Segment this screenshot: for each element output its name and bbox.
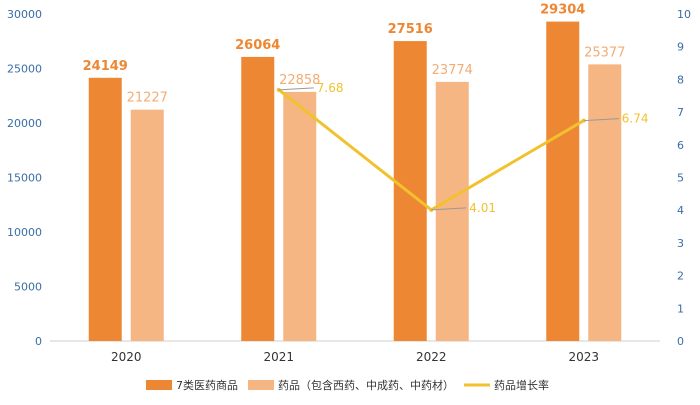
bar-value-label: 25377	[584, 45, 625, 60]
growth-line-path	[277, 88, 585, 212]
growth-label-leader	[431, 207, 467, 211]
legend-swatch	[146, 380, 172, 390]
legend-label: 药品（包含西药、中成药、中药材）	[278, 378, 454, 392]
bar-value-label: 21227	[127, 91, 168, 106]
bar	[88, 77, 122, 341]
bar-value-label: 29304	[540, 3, 585, 18]
right-tick-label: 10	[677, 8, 691, 21]
bar	[393, 41, 427, 342]
bar-value-label: 23774	[432, 63, 473, 78]
growth-value-label: 7.68	[317, 81, 344, 95]
right-tick-label: 0	[677, 335, 684, 348]
bar	[241, 56, 275, 341]
left-tick-label: 15000	[7, 172, 42, 185]
bar	[588, 64, 622, 342]
right-tick-label: 5	[677, 172, 684, 185]
legend-label: 药品增长率	[494, 378, 549, 392]
bar-value-label: 22858	[279, 73, 320, 88]
right-tick-label: 1	[677, 302, 684, 315]
bar	[130, 109, 164, 341]
x-tick-label: 2021	[263, 350, 294, 364]
x-tick-label: 2022	[416, 350, 447, 364]
bar-value-label: 27516	[388, 22, 433, 37]
axes: 0 5000 10000 15000 20000 25000 30000 0 1 2 3 4 5 6 7 8 9…	[7, 8, 691, 364]
right-tick-label: 3	[677, 237, 684, 250]
growth-line	[276, 87, 619, 212]
left-tick-label: 0	[35, 335, 42, 348]
x-tick-label: 2020	[111, 350, 142, 364]
left-tick-label: 5000	[14, 281, 42, 294]
growth-value-label: 6.74	[622, 112, 649, 126]
legend-swatch	[248, 380, 274, 390]
right-tick-label: 9	[677, 41, 684, 54]
right-tick-label: 6	[677, 139, 684, 152]
growth-label-leader	[278, 87, 314, 91]
right-tick-label: 2	[677, 270, 684, 283]
right-tick-label: 7	[677, 106, 684, 119]
legend-label: 7类医药商品	[176, 378, 238, 392]
legend: 7类医药商品 药品（包含西药、中成药、中药材） 药品增长率	[146, 378, 549, 392]
growth-label-leader	[583, 118, 619, 122]
bar-value-label: 26064	[235, 38, 280, 53]
growth-value-label: 4.01	[469, 201, 496, 215]
bar-value-label: 24149	[83, 59, 128, 74]
right-tick-label: 8	[677, 73, 684, 86]
left-tick-label: 25000	[7, 63, 42, 76]
right-tick-label: 4	[677, 204, 684, 217]
bar	[283, 91, 317, 341]
left-tick-label: 30000	[7, 8, 42, 21]
left-tick-label: 20000	[7, 117, 42, 130]
bars	[88, 21, 622, 342]
data-labels: 24149 26064 27516 29304 21227 22858 23774 25377…	[83, 3, 649, 215]
x-tick-label: 2023	[568, 350, 599, 364]
bar	[435, 81, 469, 341]
bar	[546, 21, 580, 342]
left-tick-label: 10000	[7, 226, 42, 239]
